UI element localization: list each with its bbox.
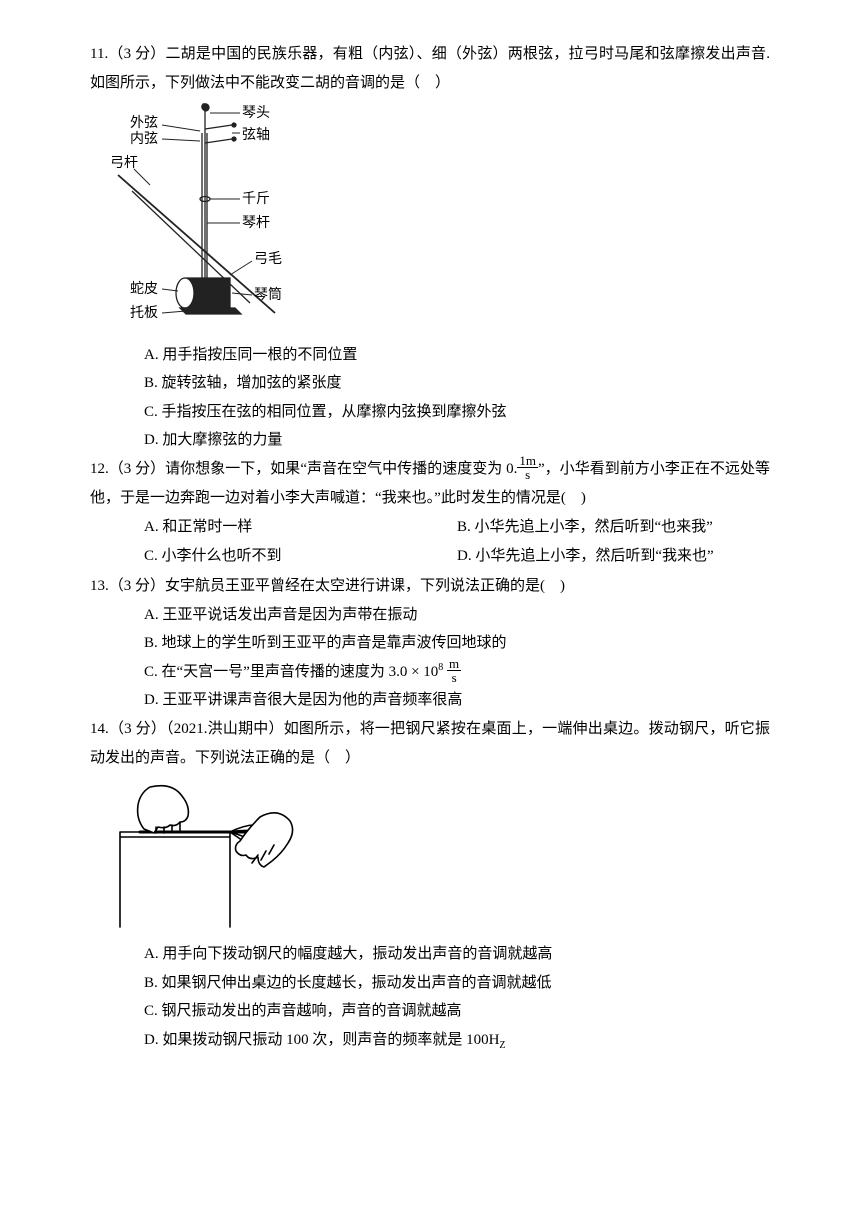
q14-figure bbox=[110, 777, 770, 932]
q13-optB: B. 地球上的学生听到王亚平的声音是靠声波传回地球的 bbox=[144, 629, 770, 658]
lbl-gongmao: 弓毛 bbox=[254, 251, 282, 267]
lbl-gonggan: 弓杆 bbox=[110, 155, 138, 171]
q14-optB: B. 如果钢尺伸出桌边的长度越长，振动发出声音的音调就越低 bbox=[144, 969, 770, 998]
q12-optD: D. 小华先追上小李，然后听到“我来也” bbox=[457, 542, 770, 571]
frac-1m-s: 1ms bbox=[517, 454, 538, 481]
q13-optD: D. 王亚平讲课声音很大是因为他的声音频率很高 bbox=[144, 686, 770, 715]
q13-stem: 13.（3 分）女宇航员王亚平曾经在太空进行讲课，下列说法正确的是( ) bbox=[90, 572, 770, 601]
q14-optD-pre: D. 如果拨动钢尺振动 100 次，则声音的频率就是 100H bbox=[144, 1032, 499, 1048]
lbl-qianjin: 千斤 bbox=[242, 191, 270, 207]
q14-stem: 14.（3 分）（2021.洪山期中）如图所示，将一把钢尺紧按在桌面上，一端伸出… bbox=[90, 715, 770, 774]
sup-8: 8 bbox=[438, 662, 443, 673]
q11-optA: A. 用手指按压同一根的不同位置 bbox=[144, 341, 770, 370]
q12-stem-pre: 12.（3 分）请你想象一下，如果“声音在空气中传播的速度变为 0. bbox=[90, 461, 517, 477]
q12-optC: C. 小李什么也听不到 bbox=[144, 542, 457, 571]
q11-optC: C. 手指按压在弦的相同位置，从摩擦内弦换到摩擦外弦 bbox=[144, 398, 770, 427]
lbl-qintong: 琴筒 bbox=[254, 286, 282, 303]
q12-stem: 12.（3 分）请你想象一下，如果“声音在空气中传播的速度变为 0.1ms”，小… bbox=[90, 455, 770, 514]
lbl-qintou: 琴头 bbox=[242, 105, 270, 121]
lbl-neixian: 内弦 bbox=[130, 131, 158, 147]
q13-optC: C. 在“天宫一号”里声音传播的速度为 3.0 × 108 ms bbox=[144, 658, 770, 687]
q13-optA: A. 王亚平说话发出声音是因为声带在振动 bbox=[144, 601, 770, 630]
frac-m-s: ms bbox=[447, 657, 461, 684]
q14-optC: C. 钢尺振动发出的声音越响，声音的音调就越高 bbox=[144, 997, 770, 1026]
q11-optB: B. 旋转弦轴，增加弦的紧张度 bbox=[144, 369, 770, 398]
q11-stem: 11.（3 分）二胡是中国的民族乐器，有粗（内弦）、细（外弦）两根弦，拉弓时马尾… bbox=[90, 40, 770, 99]
q12-optA: A. 和正常时一样 bbox=[144, 513, 457, 542]
q12-optB: B. 小华先追上小李，然后听到“也来我” bbox=[457, 513, 770, 542]
lbl-tuoban: 托板 bbox=[130, 305, 158, 321]
q14-optD: D. 如果拨动钢尺振动 100 次，则声音的频率就是 100HZ bbox=[144, 1026, 770, 1055]
lbl-xianzhou: 弦轴 bbox=[242, 127, 270, 143]
q11-figure: 琴头 外弦 内弦 弦轴 弓杆 千斤 琴杆 弓毛 蛇皮 托板 琴筒 bbox=[110, 103, 770, 333]
lbl-qingan: 琴杆 bbox=[242, 215, 270, 231]
sub-z: Z bbox=[499, 1040, 505, 1051]
lbl-shepi: 蛇皮 bbox=[130, 281, 158, 297]
q14-optA: A. 用手向下拨动钢尺的幅度越大，振动发出声音的音调就越高 bbox=[144, 940, 770, 969]
lbl-waixian: 外弦 bbox=[130, 115, 158, 131]
q11-optD: D. 加大摩擦弦的力量 bbox=[144, 426, 770, 455]
q13-optC-pre: C. 在“天宫一号”里声音传播的速度为 3.0 × 10 bbox=[144, 664, 438, 680]
